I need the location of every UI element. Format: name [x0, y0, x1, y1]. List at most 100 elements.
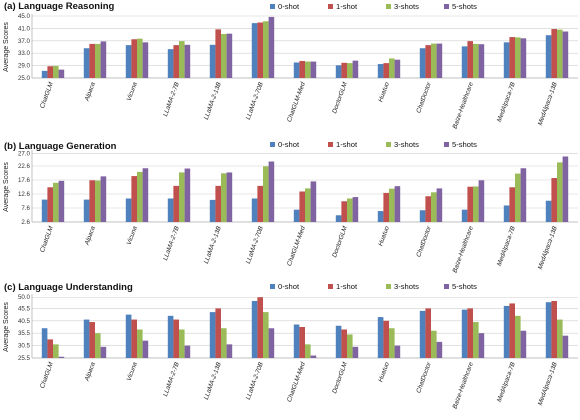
y-tick-label: 50.0 [18, 294, 31, 301]
bar-3-shots-ChatGLM [53, 182, 59, 222]
legend-label: 3-shots [394, 140, 419, 149]
x-tick-label: Baize-Healthcare [452, 81, 475, 130]
legend-label: 0-shot [278, 2, 300, 11]
y-tick-label: 7.6 [21, 205, 30, 212]
bar-3-shots-Vicuna [137, 171, 143, 222]
bar-0-shot-MedAlpaca-13B [545, 200, 552, 222]
y-tick-label: 37.0 [18, 38, 31, 45]
bar-1-shot-LLaMA-2-70B [257, 185, 263, 222]
y-tick-label: 33.0 [18, 50, 31, 57]
bar-0-shot-MedAlpaca-7B [503, 205, 510, 222]
panel-title: (b) Language Generation [4, 141, 117, 152]
bar-1-shot-LLaMA-2-7B [173, 185, 179, 222]
bar-5-shots-Vicuna [142, 340, 149, 358]
bar-0-shot-Baize-Healthcare [461, 309, 468, 358]
x-tick-label: LLaMA-2-13B [203, 361, 223, 401]
bar-3-shots-ChatGLM [53, 65, 59, 78]
bar-3-shots-LLaMA-2-13B [221, 33, 227, 78]
bar-0-shot-ChatGLM [41, 328, 48, 358]
bar-1-shot-Baize-Healthcare [467, 308, 473, 358]
bar-3-shots-LLaMA-2-7B [179, 329, 185, 358]
legend-swatch [386, 4, 391, 9]
y-tick-label: 22.6 [18, 163, 31, 170]
bar-1-shot-LLaMA-2-7B [173, 45, 179, 78]
bar-0-shot-LLaMA-2-13B [209, 312, 216, 358]
bar-1-shot-ChatGLM [47, 187, 53, 222]
x-tick-label: ChatDoctor [415, 360, 433, 394]
bar-3-shots-ChatGLM-Med [305, 188, 311, 222]
x-tick-label: MedAlpaca-7B [496, 225, 517, 267]
bar-5-shots-ChatGLM-Med [310, 355, 317, 358]
legend-swatch [270, 4, 275, 9]
bar-3-shots-Baize-Healthcare [473, 186, 479, 222]
y-tick-label: 27.0 [18, 151, 31, 158]
bar-3-shots-Huatuo [389, 58, 395, 78]
legend-label: 5-shots [452, 2, 477, 11]
x-tick-label: MedAlpaca-13B [537, 81, 559, 127]
bar-3-shots-LLaMA-2-7B [179, 41, 185, 78]
legend-label: 1-shot [336, 282, 358, 291]
bar-5-shots-LLaMA-2-70B [268, 16, 275, 78]
bar-3-shots-Alpaca [95, 180, 101, 222]
bar-0-shot-Vicuna [125, 45, 132, 78]
bar-5-shots-Alpaca [100, 176, 107, 222]
bar-3-shots-LLaMA-2-7B [179, 172, 185, 222]
legend-swatch [386, 142, 391, 147]
x-tick-label: Baize-Healthcare [452, 225, 475, 274]
legend-label: 1-shot [336, 2, 358, 11]
bar-1-shot-LLaMA-2-13B [215, 185, 221, 222]
bar-5-shots-Baize-Healthcare [478, 44, 485, 78]
x-tick-label: Alpaca [83, 361, 97, 383]
bar-5-shots-LLaMA-2-13B [226, 344, 233, 358]
bar-3-shots-LLaMA-2-70B [263, 312, 269, 358]
bar-3-shots-Baize-Healthcare [473, 43, 479, 78]
x-tick-label: MedAlpaca-13B [537, 361, 559, 407]
y-tick-label: 29.0 [18, 63, 31, 70]
legend-label: 3-shots [394, 2, 419, 11]
bar-5-shots-ChatGLM [58, 180, 65, 222]
bar-0-shot-Vicuna [125, 314, 132, 358]
bar-5-shots-DoctorGLM [352, 346, 359, 358]
x-tick-label: Baize-Healthcare [452, 361, 475, 410]
bar-3-shots-Alpaca [95, 333, 101, 358]
x-tick-label: ChatDoctor [415, 224, 433, 258]
bar-5-shots-ChatDoctor [436, 341, 443, 358]
legend-label: 0-shot [278, 140, 300, 149]
bar-0-shot-LLaMA-2-70B [251, 23, 258, 79]
x-tick-label: Vicuna [126, 361, 139, 382]
x-tick-label: Vicuna [126, 225, 139, 246]
x-tick-label: ChatGLM [39, 361, 55, 390]
bar-0-shot-ChatDoctor [419, 48, 426, 78]
bar-3-shots-Alpaca [95, 43, 101, 78]
bar-0-shot-LLaMA-2-13B [209, 199, 216, 222]
x-tick-label: ChatGLM-Med [286, 81, 307, 123]
bar-1-shot-Huatuo [383, 63, 389, 78]
panel-title: (a) Language Reasoning [4, 1, 115, 12]
bar-3-shots-Vicuna [137, 329, 143, 358]
y-tick-label: 12.6 [18, 191, 31, 198]
bar-5-shots-Huatuo [394, 345, 401, 358]
bar-1-shot-LLaMA-2-13B [215, 308, 221, 358]
bar-0-shot-Huatuo [377, 211, 384, 222]
y-axis-label: Average Scores [3, 162, 10, 212]
x-tick-label: Huatuo [377, 81, 391, 103]
bar-3-shots-ChatDoctor [431, 43, 437, 78]
x-tick-label: LLaMA-2-7B [162, 361, 181, 398]
bar-3-shots-MedAlpaca-7B [515, 315, 521, 358]
bar-5-shots-MedAlpaca-13B [562, 31, 569, 78]
bar-1-shot-Huatuo [383, 320, 389, 358]
bar-1-shot-MedAlpaca-7B [509, 187, 515, 222]
bar-1-shot-DoctorGLM [341, 329, 347, 358]
bar-0-shot-ChatGLM [41, 199, 48, 222]
bar-0-shot-ChatGLM-Med [293, 324, 300, 358]
bar-5-shots-LLaMA-2-7B [184, 168, 191, 222]
x-tick-label: Vicuna [126, 81, 139, 102]
bar-5-shots-LLaMA-2-13B [226, 33, 233, 78]
bar-3-shots-MedAlpaca-7B [515, 173, 521, 222]
bar-3-shots-Huatuo [389, 328, 395, 358]
bar-3-shots-Huatuo [389, 188, 395, 222]
bar-0-shot-DoctorGLM [335, 325, 342, 358]
x-tick-label: ChatGLM-Med [286, 361, 307, 403]
x-tick-label: LLaMA-2-70B [245, 225, 265, 265]
